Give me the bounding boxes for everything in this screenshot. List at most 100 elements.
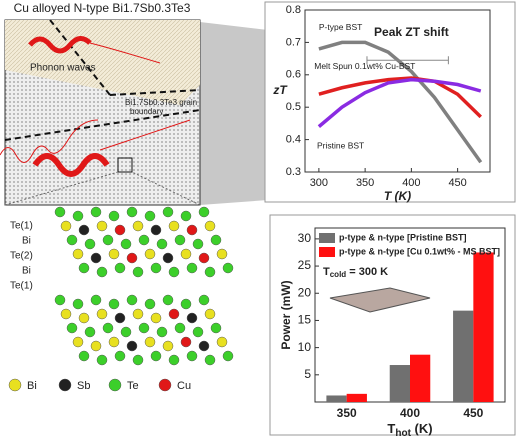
atom bbox=[114, 312, 126, 324]
x-tick-label: 300 bbox=[310, 177, 328, 189]
y-tick-label: 20 bbox=[298, 285, 312, 299]
atom bbox=[204, 266, 216, 278]
series-label: Melt Spun 0.1wt% Cu-BST bbox=[314, 61, 415, 71]
atom bbox=[180, 248, 192, 260]
atom bbox=[90, 252, 102, 264]
series-line bbox=[317, 77, 482, 128]
atom bbox=[114, 350, 126, 362]
atom bbox=[222, 350, 234, 362]
atom bbox=[108, 210, 120, 222]
atom bbox=[126, 340, 138, 352]
atom bbox=[96, 266, 108, 278]
atom bbox=[198, 252, 210, 264]
phonon-label: Phonon waves bbox=[30, 63, 96, 74]
x-axis-label: Thot (K) bbox=[387, 421, 432, 437]
atom bbox=[132, 220, 144, 232]
crystal-structure: Te(1) Bi Te(2) Bi Te(1) Bi Sb Te Cu bbox=[8, 206, 234, 392]
atom bbox=[126, 206, 138, 218]
atom bbox=[204, 308, 216, 320]
annotation-rest: = 300 K bbox=[346, 266, 388, 278]
annotation-main: T bbox=[323, 266, 330, 278]
atom-legend-marker bbox=[8, 378, 22, 392]
y-axis-label: Power (mW) bbox=[279, 280, 293, 349]
atom bbox=[204, 220, 216, 232]
shift-arrow bbox=[366, 56, 449, 65]
atom bbox=[144, 210, 156, 222]
atom bbox=[180, 298, 192, 310]
legend-label: p-type & n-type [Pristine BST] bbox=[339, 232, 467, 242]
atom bbox=[216, 248, 228, 260]
power-chart: 5 10 15 20 25 30 350 400 450 Thot (K) Power (mW) p-… bbox=[279, 227, 506, 437]
x-axis-label-sub: hot bbox=[395, 428, 411, 437]
y-tick-label: 5 bbox=[304, 367, 311, 381]
atom bbox=[108, 298, 120, 310]
atom bbox=[78, 312, 90, 324]
plot-frame bbox=[304, 9, 491, 173]
atom bbox=[114, 262, 126, 274]
y-tick-label: 0.5 bbox=[286, 101, 301, 113]
x-axis-label-main: T bbox=[387, 421, 395, 436]
atom bbox=[186, 312, 198, 324]
atom bbox=[108, 248, 120, 260]
atom bbox=[84, 326, 96, 338]
x-axis-label-rest: (K) bbox=[411, 421, 433, 436]
atom bbox=[222, 262, 234, 274]
bar bbox=[473, 252, 494, 402]
atom bbox=[126, 252, 138, 264]
layer-label: Bi bbox=[22, 266, 31, 277]
atom bbox=[132, 308, 144, 320]
microstructure bbox=[0, 19, 201, 206]
series-line bbox=[318, 40, 483, 164]
atom bbox=[168, 266, 180, 278]
atom bbox=[180, 210, 192, 222]
layer-label: Te(1) bbox=[10, 281, 33, 292]
atom bbox=[168, 220, 180, 232]
atom bbox=[72, 210, 84, 222]
atom-legend-label: Bi bbox=[27, 380, 37, 392]
boundary-label: boundary bbox=[130, 107, 163, 116]
atom bbox=[132, 354, 144, 366]
atom bbox=[186, 224, 198, 236]
x-axis-label: T (K) bbox=[384, 189, 411, 203]
atom bbox=[192, 326, 204, 338]
x-tick-label: 450 bbox=[448, 177, 466, 189]
atom bbox=[54, 206, 66, 218]
atom bbox=[180, 336, 192, 348]
layer-label: Bi bbox=[22, 236, 31, 247]
legend-label: p-type & n-type [Cu 0.1wt% - MS BST] bbox=[339, 246, 500, 256]
bar bbox=[326, 395, 347, 402]
atom bbox=[66, 234, 78, 246]
boundary-label: Bi1.7Sb0.3Te3 grain bbox=[125, 98, 197, 107]
y-tick-label: 15 bbox=[298, 313, 312, 327]
atom bbox=[198, 294, 210, 306]
y-axis-label: zT bbox=[272, 83, 288, 97]
atom bbox=[102, 322, 114, 334]
atom bbox=[162, 206, 174, 218]
x-tick-label: 450 bbox=[463, 406, 483, 420]
series-label: P-type BST bbox=[319, 22, 362, 32]
atom bbox=[162, 340, 174, 352]
atom bbox=[210, 234, 222, 246]
layer-label: Te(2) bbox=[10, 251, 33, 262]
atom-legend-marker bbox=[108, 378, 122, 392]
atom bbox=[156, 326, 168, 338]
y-tick-label: 0.8 bbox=[286, 4, 301, 16]
wedge bbox=[200, 22, 268, 205]
atom bbox=[168, 354, 180, 366]
atom bbox=[78, 262, 90, 274]
atom bbox=[54, 294, 66, 306]
atom bbox=[78, 350, 90, 362]
bar bbox=[453, 310, 474, 402]
atom bbox=[192, 238, 204, 250]
atom bbox=[162, 294, 174, 306]
atom bbox=[162, 252, 174, 264]
atom bbox=[150, 350, 162, 362]
module-illustration bbox=[329, 287, 431, 313]
annotation-sub: cold bbox=[330, 270, 347, 279]
atom bbox=[138, 322, 150, 334]
bar bbox=[389, 365, 410, 402]
atom bbox=[150, 312, 162, 324]
atom bbox=[216, 336, 228, 348]
atom bbox=[114, 224, 126, 236]
